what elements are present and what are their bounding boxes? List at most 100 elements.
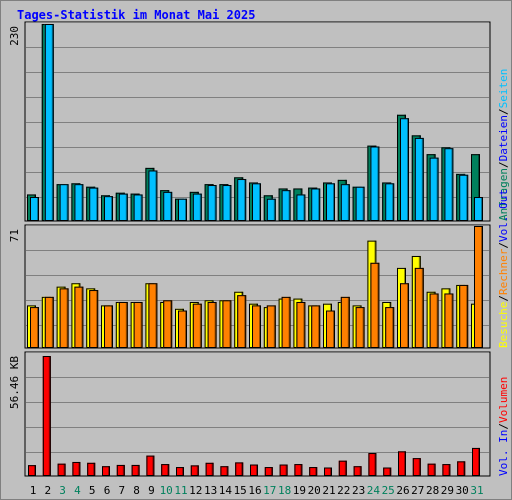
bar-rechner [207, 301, 217, 348]
bar-seiten [474, 197, 483, 222]
bar-seiten [44, 24, 54, 221]
bar-rechner [59, 288, 69, 348]
bar-rechner [163, 300, 173, 348]
legend-visits: Besuche/Rechner/Vol. Out [497, 189, 510, 348]
bar-volumen [190, 465, 199, 477]
y-max-label-3: 56.46 KB [8, 356, 21, 409]
bar-rechner [252, 305, 261, 349]
x-tick-label: 28 [426, 484, 439, 497]
bar-volumen [324, 467, 332, 477]
legend-dateien: Dateien [497, 115, 510, 161]
bar-seiten [148, 170, 158, 221]
bar-seiten [266, 198, 276, 222]
bar-seiten [222, 185, 232, 222]
x-tick-label: 7 [118, 484, 125, 497]
x-tick-label: 31 [470, 484, 483, 497]
bar-volumen [427, 463, 436, 477]
legend-sep: / [497, 242, 510, 249]
bar-rechner [118, 301, 128, 348]
bar-rechner [414, 267, 424, 348]
bar-seiten [104, 196, 113, 222]
bar-volumen [72, 461, 81, 477]
bar-rechner [400, 283, 409, 349]
x-tick-label: 18 [278, 484, 291, 497]
bar-rechner [148, 283, 158, 349]
bar-rechner [89, 290, 99, 348]
bar-seiten [192, 193, 202, 222]
bar-volumen [457, 461, 466, 476]
bar-volumen [131, 464, 140, 477]
bar-volumen [338, 460, 347, 477]
bar-rechner [385, 307, 395, 349]
x-tick-label: 14 [219, 484, 233, 497]
bar-seiten [89, 187, 99, 222]
x-tick-label: 21 [322, 484, 335, 497]
legend-volume: Vol. In/Volumen [497, 377, 510, 476]
x-tick-label: 3 [59, 484, 66, 497]
bar-volumen [102, 466, 110, 477]
x-tick-label: 19 [293, 484, 306, 497]
x-tick-label: 25 [382, 484, 395, 497]
bar-volumen [28, 465, 36, 476]
bar-seiten [252, 183, 261, 222]
x-tick-label: 6 [104, 484, 111, 497]
bar-volumen [383, 467, 392, 477]
legend-requests: Anfragen/Dateien/Seiten [497, 69, 510, 221]
bar-volumen [264, 467, 273, 477]
bar-rechner [133, 301, 143, 348]
bar-rechner [237, 295, 247, 348]
legend-sep: / [497, 423, 510, 430]
bar-volumen [279, 464, 288, 477]
bar-volumen [309, 467, 318, 477]
bar-rechner [429, 293, 439, 348]
bar-seiten [414, 137, 424, 221]
x-tick-label: 29 [441, 484, 454, 497]
bar-seiten [444, 148, 454, 221]
legend-vol_in: Vol. In [497, 430, 510, 476]
bar-rechner [74, 286, 84, 348]
bar-seiten [118, 193, 128, 222]
bar-seiten [429, 157, 439, 221]
bar-rechner [474, 226, 483, 348]
bar-rechner [326, 310, 335, 349]
bar-volumen [87, 462, 96, 477]
bar-rechner [266, 305, 276, 349]
bar-seiten [30, 197, 39, 222]
bar-volumen [472, 447, 480, 476]
bar-volumen [176, 467, 184, 477]
bar-rechner [444, 293, 454, 348]
bar-volumen [220, 466, 229, 477]
bar-seiten [370, 146, 380, 221]
bar-seiten [459, 174, 469, 222]
x-tick-label: 15 [234, 484, 247, 497]
bar-volumen [42, 356, 51, 476]
bar-seiten [74, 184, 84, 222]
plot-area-3 [24, 351, 491, 477]
legend-besuche: Besuche [497, 302, 510, 348]
bar-volumen [116, 464, 125, 477]
legend-sep: / [497, 161, 510, 168]
bar-volumen [235, 462, 244, 477]
x-tick-label: 12 [189, 484, 202, 497]
bar-rechner [355, 307, 365, 349]
bar-volumen [146, 455, 155, 476]
x-tick-label: 24 [367, 484, 381, 497]
bar-volumen [250, 464, 258, 477]
x-tick-label: 8 [133, 484, 140, 497]
x-tick-label: 1 [30, 484, 37, 497]
x-tick-label: 2 [44, 484, 51, 497]
bar-volumen [161, 464, 170, 477]
bar-seiten [281, 190, 291, 222]
x-tick-label: 26 [396, 484, 409, 497]
bar-rechner [178, 310, 187, 349]
legend-seiten: Seiten [497, 69, 510, 109]
bar-seiten [163, 191, 173, 222]
x-tick-label: 9 [148, 484, 155, 497]
x-tick-label: 5 [89, 484, 96, 497]
bar-rechner [459, 284, 469, 349]
legend-rechner: Rechner [497, 248, 510, 295]
bar-seiten [400, 118, 409, 221]
x-tick-label: 22 [337, 484, 350, 497]
bar-seiten [311, 188, 321, 222]
